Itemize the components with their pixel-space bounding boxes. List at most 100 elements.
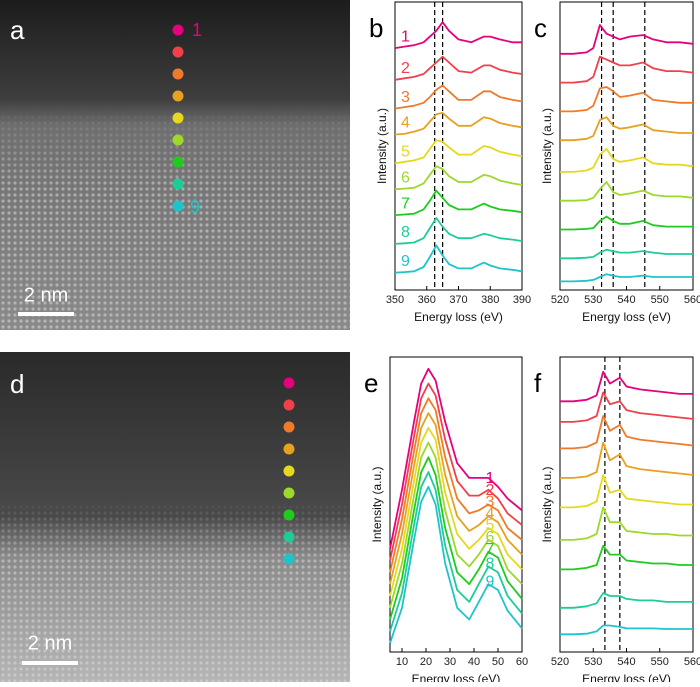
- spectrum-line: [560, 273, 693, 283]
- spectrum-line: [560, 391, 694, 423]
- spectrum-line: [560, 148, 694, 173]
- y-axis-label: Intensity (a.u.): [375, 108, 389, 184]
- x-tick-label: 370: [449, 294, 467, 306]
- plot-frame: [559, 1, 694, 291]
- series-label: 4: [486, 505, 495, 522]
- series-label: 8: [401, 224, 410, 241]
- marker-dot: [172, 24, 184, 36]
- series-label: 5: [401, 143, 410, 160]
- spectrum-line: [389, 412, 523, 585]
- marker-dot: [283, 465, 295, 477]
- spectrum-line: [389, 382, 523, 561]
- series-label: 5: [486, 517, 495, 534]
- spectrum-line: [394, 139, 523, 165]
- marker-dot: [283, 487, 295, 499]
- spectrum-line: [394, 112, 523, 136]
- panel-label: a: [10, 15, 25, 45]
- x-axis-label: Energy loss (eV): [414, 310, 503, 324]
- plot-frame: [389, 356, 523, 653]
- marker-label: 9: [190, 197, 200, 217]
- series-label: 9: [401, 253, 410, 270]
- spectrum-line: [560, 86, 693, 113]
- spectrum-line: [394, 189, 523, 216]
- marker-dot: [283, 399, 295, 411]
- spectrum-line: [560, 181, 694, 202]
- spectrum-line: [560, 415, 694, 450]
- series-label: 8: [486, 556, 495, 573]
- y-axis-label: Intensity (a.u.): [370, 466, 384, 542]
- series-label: 6: [401, 169, 410, 186]
- spectrum-line: [560, 370, 693, 403]
- panel-label: c: [534, 13, 547, 43]
- series-label: 1: [401, 28, 410, 45]
- spectrum-line: [389, 367, 523, 549]
- spectrum-line: [560, 55, 694, 84]
- marker-dot: [172, 90, 184, 102]
- spectrum-line: [560, 592, 693, 609]
- series-label: 4: [401, 115, 410, 132]
- series-label: 2: [401, 60, 410, 77]
- marker-label: 1: [192, 20, 202, 40]
- x-tick-label: 540: [617, 656, 635, 668]
- spectrum-line: [389, 397, 523, 573]
- marker-dot: [283, 531, 295, 543]
- spectrum-line: [560, 24, 694, 55]
- x-tick-label: 350: [386, 294, 404, 306]
- spectrum-line: [560, 506, 693, 541]
- spectrum-line: [389, 471, 523, 632]
- marker-dot: [172, 178, 184, 190]
- x-tick-label: 530: [584, 294, 602, 306]
- marker-dot: [172, 112, 184, 124]
- panel-label: f: [534, 368, 542, 398]
- series-label: 3: [486, 494, 495, 511]
- spectrum-line: [560, 544, 693, 571]
- y-axis-label: Intensity (a.u.): [540, 466, 554, 542]
- spectrum-line: [560, 441, 694, 479]
- spectrum-line: [394, 21, 522, 49]
- x-tick-label: 50: [492, 656, 504, 668]
- series-label: 9: [486, 573, 495, 590]
- x-tick-label: 540: [617, 294, 635, 306]
- spectrum-line: [560, 624, 693, 636]
- x-tick-label: 60: [516, 656, 528, 668]
- spectrum-line: [389, 426, 523, 597]
- x-tick-label: 520: [551, 656, 569, 668]
- x-tick-label: 530: [584, 656, 602, 668]
- panel-label: b: [369, 13, 383, 43]
- spectrum-line: [389, 456, 523, 620]
- x-tick-label: 550: [651, 294, 669, 306]
- x-tick-label: 550: [651, 656, 669, 668]
- marker-dot: [172, 156, 184, 168]
- series-label: 1: [486, 470, 495, 487]
- x-axis-label: Energy loss (eV): [582, 310, 671, 324]
- x-tick-label: 520: [551, 294, 569, 306]
- spectrum-line: [394, 217, 523, 245]
- x-tick-label: 560: [684, 656, 700, 668]
- x-axis-label: Energy loss (eV): [412, 672, 501, 682]
- marker-dot: [283, 443, 295, 455]
- x-tick-label: 390: [513, 294, 531, 306]
- series-label: 7: [486, 541, 495, 558]
- spectrum-line: [560, 116, 693, 142]
- spectrum-line: [394, 55, 523, 81]
- marker-dot: [283, 553, 295, 565]
- scale-bar-label: 2 nm: [24, 284, 68, 306]
- x-tick-label: 30: [444, 656, 456, 668]
- spectrum-line: [560, 474, 693, 509]
- series-label: 3: [401, 89, 410, 106]
- marker-dot: [172, 200, 184, 212]
- marker-dot: [283, 421, 295, 433]
- x-tick-label: 40: [468, 656, 480, 668]
- panel-label: d: [10, 369, 24, 399]
- marker-dot: [172, 68, 184, 80]
- spectrum-line: [394, 244, 523, 274]
- marker-dot: [172, 46, 184, 58]
- panel-label: e: [364, 368, 378, 398]
- spectrum-line: [560, 248, 693, 260]
- marker-dot: [172, 134, 184, 146]
- series-label: 2: [486, 482, 495, 499]
- spectrum-line: [394, 165, 523, 191]
- x-tick-label: 380: [481, 294, 499, 306]
- spectrum-line: [560, 215, 693, 231]
